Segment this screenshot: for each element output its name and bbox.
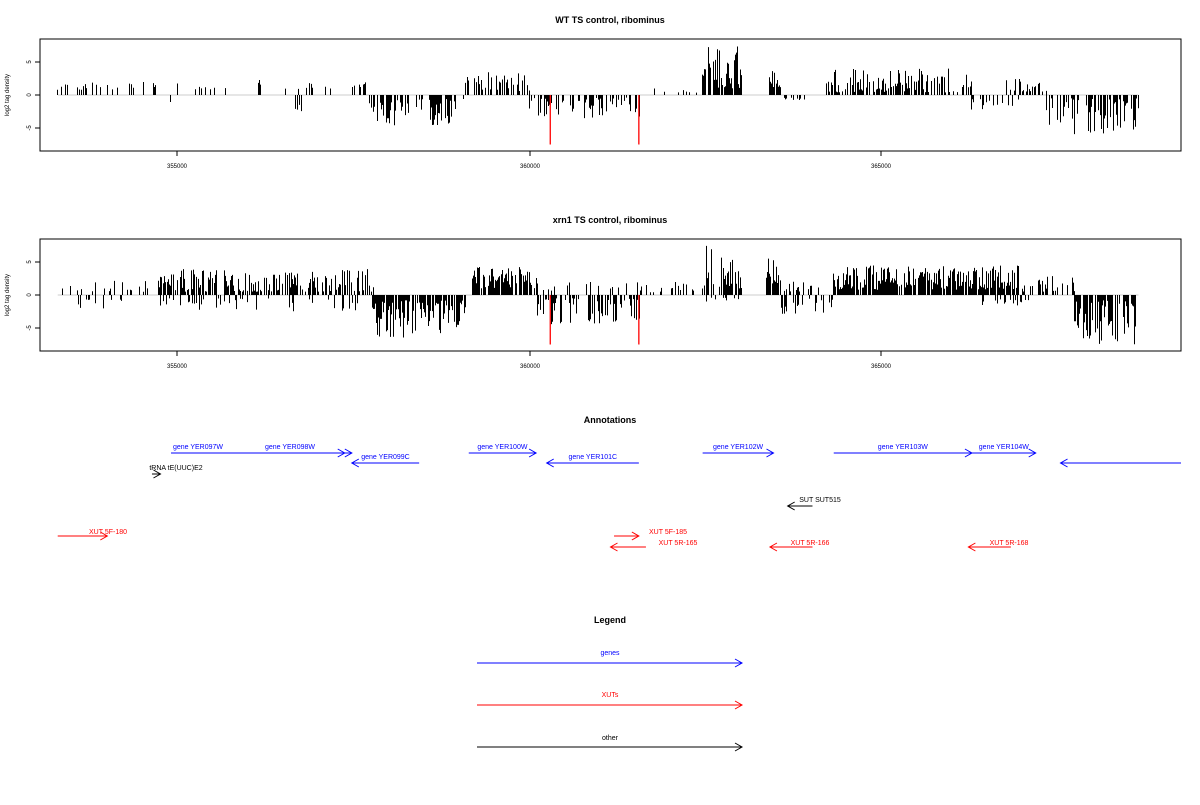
legend-arrowhead-other — [734, 742, 744, 752]
annotation-label: gene YER104W — [979, 444, 1029, 451]
legend-label-other: other — [602, 735, 619, 742]
annotation-gene-4: gene YER101C — [545, 454, 639, 468]
xrn1-x-tick-label-365000: 365000 — [871, 364, 892, 370]
annotation-xut-11: XUT 5F-180 — [57, 529, 127, 541]
wt-y-tick-label-0: 0 — [27, 93, 33, 97]
xrn1-bars — [57, 245, 1139, 345]
annotation-arrowhead — [786, 501, 795, 511]
annotation-arrowhead — [350, 458, 360, 468]
legend-arrowhead-genes — [734, 658, 744, 668]
annotation-gene-3: gene YER100W — [468, 444, 538, 458]
annotation-gene-6: gene YER103W — [833, 444, 973, 458]
annotation-gene-2: gene YER099C — [350, 454, 420, 468]
annotation-label: XUT 5R-168 — [990, 540, 1029, 547]
annotation-label: XUT 5R-166 — [791, 540, 830, 547]
legend-item-genes: genes — [477, 650, 744, 668]
annotation-arrowhead — [768, 542, 778, 552]
annotation-label: SUT SUT515 — [799, 497, 841, 504]
annotation-gene-1: gene YER098W — [171, 444, 353, 458]
annotation-arrowhead — [766, 448, 775, 458]
xrn1-y-tick-label-0: 0 — [27, 293, 33, 297]
xrn1-track-title: xrn1 TS control, ribominus — [553, 215, 668, 225]
annotation-other-10: SUT SUT515 — [786, 497, 841, 511]
annotation-label: gene YER097W — [173, 444, 223, 451]
annotation-label: gene YER100W — [477, 444, 527, 451]
annotation-arrowhead — [545, 458, 554, 468]
annotation-gene-5: gene YER102W — [702, 444, 775, 458]
wt-y-tick-label-minus5: -5 — [27, 125, 33, 131]
wt-x-ticks: 355000 360000 365000 — [167, 151, 892, 170]
annotation-xut-14: XUT 5R-166 — [768, 540, 830, 552]
annotation-xut-12: XUT 5F-185 — [614, 529, 687, 541]
annotation-label: XUT 5F-185 — [649, 529, 687, 536]
annotation-gene-7: gene YER104W — [971, 444, 1037, 458]
legend-label-xuts: XUTs — [602, 692, 619, 699]
annotation-label: tRNA tE(UUC)E2 — [149, 465, 202, 472]
annotation-features: gene YER097W gene YER098W gene YER099C gene… — [57, 444, 1181, 552]
annotation-label: gene YER101C — [569, 454, 618, 461]
annotation-other-9: tRNA tE(UUC)E2 — [149, 465, 203, 479]
annotation-arrowhead — [967, 542, 976, 552]
wt-track-panel: WT TS control, ribominus log2 tag densit… — [5, 15, 1182, 170]
annotation-arrowhead — [609, 542, 618, 552]
annotations-panel: Annotations gene YER097W gene YER098Wgene… — [57, 415, 1181, 552]
annotation-label: XUT 5R-165 — [659, 540, 698, 547]
xrn1-x-ticks: 355000 360000 365000 — [167, 351, 892, 370]
xrn1-x-tick-label-360000: 360000 — [520, 364, 541, 370]
annotations-title: Annotations — [584, 415, 637, 425]
wt-y-ticks: 5 0 -5 — [27, 60, 40, 131]
legend-panel: Legend genes XUTs other — [477, 615, 744, 752]
legend-item-other: other — [477, 735, 744, 752]
xrn1-y-ticks: 5 0 -5 — [27, 260, 40, 331]
wt-y-tick-label-5: 5 — [27, 60, 33, 64]
legend-item-xuts: XUTs — [477, 692, 744, 710]
annotation-gene-0: gene YER097W — [171, 444, 346, 458]
annotation-label: gene YER099C — [361, 454, 410, 461]
wt-y-axis-label: log2 tag density — [5, 74, 11, 116]
annotation-arrowhead — [1028, 448, 1037, 458]
annotation-label: gene YER102W — [713, 444, 763, 451]
annotation-label: gene YER103W — [878, 444, 928, 451]
legend-label-genes: genes — [600, 650, 620, 657]
annotation-label: XUT 5F-180 — [89, 529, 127, 536]
annotation-xut-13: XUT 5R-165 — [609, 540, 698, 552]
annotation-label: gene YER098W — [265, 444, 315, 451]
xrn1-y-axis-label: log2 tag density — [5, 274, 11, 316]
legend-arrowhead-xuts — [734, 700, 744, 710]
annotation-arrowhead — [344, 448, 353, 458]
wt-x-tick-label-360000: 360000 — [520, 164, 541, 170]
xrn1-track-panel: xrn1 TS control, ribominus log2 tag dens… — [5, 215, 1182, 370]
xrn1-y-tick-label-5: 5 — [27, 260, 33, 264]
xrn1-x-tick-label-355000: 355000 — [167, 364, 188, 370]
wt-track-title: WT TS control, ribominus — [555, 15, 665, 25]
annotation-arrowhead — [1059, 458, 1068, 468]
annotation-arrowhead — [631, 531, 640, 541]
annotation-arrowhead — [153, 469, 162, 479]
wt-x-tick-label-365000: 365000 — [871, 164, 892, 170]
wt-bars — [57, 46, 1139, 145]
wt-x-tick-label-355000: 355000 — [167, 164, 188, 170]
annotation-arrowhead — [528, 448, 538, 458]
xrn1-y-tick-label-minus5: -5 — [27, 325, 33, 331]
annotation-gene-8 — [1059, 458, 1181, 468]
annotation-arrowhead — [100, 531, 109, 541]
annotation-xut-15: XUT 5R-168 — [967, 540, 1029, 552]
legend-title: Legend — [594, 615, 626, 625]
